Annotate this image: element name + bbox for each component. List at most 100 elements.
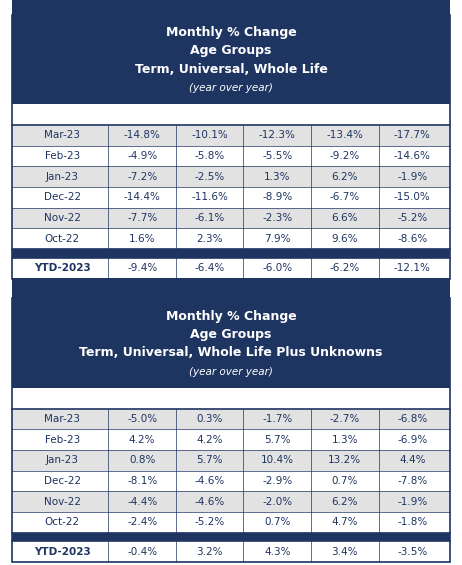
Text: -3.5%: -3.5% (397, 547, 427, 557)
Text: YTD-2023: YTD-2023 (34, 547, 91, 557)
Text: Mar-23: Mar-23 (44, 131, 80, 140)
Text: -4.6%: -4.6% (195, 476, 225, 486)
Text: Dec-22: Dec-22 (43, 192, 81, 202)
Text: -7.2%: -7.2% (127, 172, 157, 182)
Text: (year over year): (year over year) (189, 84, 273, 93)
Text: -12.1%: -12.1% (394, 263, 431, 273)
Bar (12, 187, 450, 208)
Text: -9.2%: -9.2% (330, 151, 360, 161)
Text: Feb-23: Feb-23 (44, 151, 80, 161)
Text: -6.4%: -6.4% (195, 263, 225, 273)
Text: Jan-23: Jan-23 (46, 172, 79, 182)
Text: (year over year): (year over year) (189, 367, 273, 377)
Bar (12, 533, 450, 541)
Text: -2.4%: -2.4% (127, 518, 157, 527)
Text: 1.3%: 1.3% (332, 434, 358, 445)
Text: -14.8%: -14.8% (124, 131, 161, 140)
Text: Nov-22: Nov-22 (44, 497, 81, 507)
Text: -0.4%: -0.4% (127, 547, 157, 557)
Text: 4.2%: 4.2% (196, 434, 223, 445)
Text: -6.2%: -6.2% (330, 263, 360, 273)
Text: -1.7%: -1.7% (262, 414, 292, 424)
Text: 61-70: 61-70 (326, 392, 364, 405)
Text: -4.4%: -4.4% (127, 497, 157, 507)
Bar (12, 512, 450, 533)
Text: -4.6%: -4.6% (195, 497, 225, 507)
Text: 31-50: 31-50 (191, 392, 228, 405)
Text: Term, Universal, Whole Life: Term, Universal, Whole Life (134, 63, 328, 76)
Text: Oct-22: Oct-22 (45, 518, 80, 527)
Text: 4.3%: 4.3% (264, 547, 291, 557)
Text: -4.9%: -4.9% (127, 151, 157, 161)
Bar (12, 208, 450, 228)
Text: 71+: 71+ (399, 392, 426, 405)
Text: 0-30: 0-30 (128, 392, 157, 405)
Text: -6.1%: -6.1% (195, 213, 225, 223)
Text: -5.5%: -5.5% (262, 151, 292, 161)
Text: 10.4%: 10.4% (261, 455, 294, 466)
Text: 5.7%: 5.7% (196, 455, 223, 466)
Text: -5.8%: -5.8% (195, 151, 225, 161)
Text: YTD-2023: YTD-2023 (34, 263, 91, 273)
Text: -14.4%: -14.4% (124, 192, 161, 202)
Text: -17.7%: -17.7% (394, 131, 431, 140)
Text: 31-50: 31-50 (191, 108, 228, 121)
Text: 1.3%: 1.3% (264, 172, 291, 182)
Bar (12, 249, 450, 258)
Bar (12, 450, 450, 471)
Text: 61-70: 61-70 (326, 108, 364, 121)
Text: 3.4%: 3.4% (332, 547, 358, 557)
Text: Oct-22: Oct-22 (45, 234, 80, 244)
Text: -5.2%: -5.2% (397, 213, 427, 223)
Text: -2.5%: -2.5% (195, 172, 225, 182)
Text: 5.7%: 5.7% (264, 434, 291, 445)
Text: 2.3%: 2.3% (196, 234, 223, 244)
Text: 0.7%: 0.7% (332, 476, 358, 486)
Text: 9.6%: 9.6% (332, 234, 358, 244)
Bar (12, 125, 450, 146)
Text: 0.7%: 0.7% (264, 518, 291, 527)
Text: -2.9%: -2.9% (262, 476, 292, 486)
Text: -5.2%: -5.2% (195, 518, 225, 527)
Text: 1.6%: 1.6% (129, 234, 155, 244)
Text: 0.3%: 0.3% (196, 414, 223, 424)
Text: 4.7%: 4.7% (332, 518, 358, 527)
Text: -6.0%: -6.0% (262, 263, 292, 273)
Text: -1.8%: -1.8% (397, 518, 427, 527)
Text: 51-60: 51-60 (258, 108, 296, 121)
Text: -7.8%: -7.8% (397, 476, 427, 486)
Text: 13.2%: 13.2% (328, 455, 361, 466)
Text: Dec-22: Dec-22 (43, 476, 81, 486)
Text: -12.3%: -12.3% (259, 131, 296, 140)
Text: 3.2%: 3.2% (196, 547, 223, 557)
Text: 0-30: 0-30 (128, 108, 157, 121)
Text: 6.2%: 6.2% (332, 172, 358, 182)
Bar (12, 166, 450, 187)
Bar (12, 492, 450, 512)
Text: -13.4%: -13.4% (326, 131, 363, 140)
Text: -1.9%: -1.9% (397, 172, 427, 182)
Bar (12, 408, 450, 429)
Text: Age Groups: Age Groups (190, 328, 272, 341)
Text: -15.0%: -15.0% (394, 192, 431, 202)
Text: -2.0%: -2.0% (262, 497, 292, 507)
Text: -2.7%: -2.7% (330, 414, 360, 424)
Text: -9.4%: -9.4% (127, 263, 157, 273)
Bar (12, 228, 450, 249)
Text: 51-60: 51-60 (258, 392, 296, 405)
Bar (12, 429, 450, 450)
Text: Nov-22: Nov-22 (44, 213, 81, 223)
Text: Jan-23: Jan-23 (46, 455, 79, 466)
Text: -8.6%: -8.6% (397, 234, 427, 244)
Text: Monthly % Change: Monthly % Change (165, 26, 297, 39)
Text: -2.3%: -2.3% (262, 213, 292, 223)
Bar (12, 471, 450, 492)
Text: Monthly % Change: Monthly % Change (165, 310, 297, 323)
Text: -8.9%: -8.9% (262, 192, 292, 202)
Text: 7.9%: 7.9% (264, 234, 291, 244)
Text: 4.4%: 4.4% (399, 455, 426, 466)
Text: Age Groups: Age Groups (190, 44, 272, 57)
Bar (12, 0, 450, 105)
Bar (12, 258, 450, 279)
Text: 6.2%: 6.2% (332, 497, 358, 507)
